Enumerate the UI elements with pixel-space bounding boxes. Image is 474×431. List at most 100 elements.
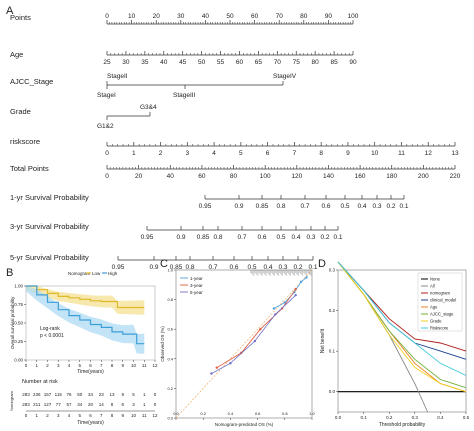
calibration-point bbox=[259, 328, 262, 331]
calibration-y-tick-label: 1.0 bbox=[167, 268, 173, 273]
km-risk-table-value: 283 bbox=[22, 392, 30, 397]
nomogram-tick-label: StageI bbox=[97, 92, 116, 99]
nomogram-tick-label: 0.8 bbox=[213, 234, 222, 241]
calibration-point bbox=[299, 280, 303, 284]
nomogram-tick-label: 220 bbox=[450, 173, 461, 180]
nomogram-tick-label: StageII bbox=[107, 73, 128, 80]
km-legend-title: Nomogram bbox=[68, 271, 91, 276]
nomogram-row-label: Grade bbox=[10, 107, 31, 116]
nomogram-tick-label: 0.9 bbox=[234, 203, 243, 210]
km-risk-table-x-tick-label: 9 bbox=[121, 413, 124, 418]
km-risk-table-value: 6 bbox=[121, 402, 124, 407]
km-risk-table-x-tick-label: 7 bbox=[100, 413, 103, 418]
km-risk-table-value: 57 bbox=[66, 402, 72, 407]
nomogram-row-label: Total Points bbox=[10, 164, 49, 173]
dca-y-tick-label: 0.2 bbox=[329, 308, 336, 313]
km-y-tick-label: 0.75 bbox=[14, 302, 23, 307]
nomogram-tick-label: 100 bbox=[260, 173, 271, 180]
km-risk-table-x-tick-label: 0 bbox=[25, 413, 28, 418]
nomogram-tick-label: 0.2 bbox=[320, 234, 329, 241]
nomogram-tick-label: 0.7 bbox=[300, 203, 309, 210]
nomogram-tick-label: 30 bbox=[122, 59, 130, 66]
nomogram-tick-label: 0 bbox=[105, 150, 109, 157]
nomogram-tick-label: 0.85 bbox=[170, 264, 183, 271]
km-y-axis-label: Overall survival probability bbox=[10, 296, 15, 349]
km-risk-table-value: 76 bbox=[66, 392, 72, 397]
nomogram-tick-label: 85 bbox=[330, 59, 338, 66]
calibration-point bbox=[294, 293, 297, 297]
km-risk-table-value: 127 bbox=[44, 402, 52, 407]
nomogram-tick-label: 0.85 bbox=[197, 234, 210, 241]
km-risk-table-x-tick-label: 1 bbox=[35, 413, 38, 418]
km-risk-table-value: 283 bbox=[22, 402, 30, 407]
km-x-tick-label: 11 bbox=[142, 363, 147, 368]
calibration-point bbox=[253, 339, 257, 343]
dca-y-tick-label: 0.1 bbox=[329, 349, 336, 354]
nomogram-tick-label: 12 bbox=[425, 150, 433, 157]
km-risk-table-value: 9 bbox=[121, 392, 124, 397]
dca-x-tick-label: 0.4 bbox=[437, 415, 444, 420]
nomogram-tick-label: 80 bbox=[312, 59, 320, 66]
km-risk-table-x-tick-label: 11 bbox=[142, 413, 147, 418]
nomogram-tick-label: 0.5 bbox=[276, 234, 285, 241]
nomogram-tick-label: 0.3 bbox=[278, 264, 287, 271]
km-risk-table-value: 157 bbox=[44, 392, 52, 397]
nomogram-tick-label: 160 bbox=[355, 173, 366, 180]
km-risk-table-value: 1 bbox=[143, 402, 146, 407]
nomogram-tick-label: 0.8 bbox=[276, 203, 285, 210]
km-risk-table-value: 8 bbox=[111, 402, 114, 407]
km-x-tick-label: 8 bbox=[111, 363, 114, 368]
km-risk-table-value: 14 bbox=[99, 402, 105, 407]
nomogram-tick-label: 20 bbox=[135, 173, 143, 180]
calibration-x-axis-label: Nomogram-predicted OS (%) bbox=[215, 422, 274, 427]
calibration-point bbox=[229, 362, 232, 365]
km-risk-table-value: 0 bbox=[154, 402, 157, 407]
km-x-tick-label: 2 bbox=[46, 363, 49, 368]
nomogram-tick-label: G3&4 bbox=[140, 104, 157, 111]
calibration-y-tick-label: 0.2 bbox=[167, 386, 173, 391]
nomogram-tick-label: 140 bbox=[323, 173, 334, 180]
calibration-ideal-line bbox=[175, 269, 313, 419]
km-risk-table-value: 77 bbox=[56, 402, 62, 407]
panel-letter-b: B bbox=[6, 267, 13, 279]
calibration-y-tick-label: 0.4 bbox=[167, 356, 173, 361]
km-risk-table-x-tick-label: 10 bbox=[131, 413, 137, 418]
nomogram-tick-label: 0.4 bbox=[291, 234, 300, 241]
calibration-x-tick-label: 1.0 bbox=[309, 411, 315, 416]
nomogram-tick-label: 90 bbox=[349, 59, 357, 66]
nomogram-tick-label: 3 bbox=[185, 150, 189, 157]
km-x-tick-label: 9 bbox=[121, 363, 124, 368]
nomogram-tick-label: 0.5 bbox=[340, 203, 349, 210]
km-risk-table-title: Number at risk bbox=[22, 379, 58, 385]
dca-curve bbox=[337, 261, 467, 376]
nomogram-tick-label: 80 bbox=[300, 13, 308, 20]
km-y-tick-label: 1.00 bbox=[14, 284, 23, 289]
nomogram-tick-label: 40 bbox=[202, 13, 210, 20]
km-risk-table-value: 0 bbox=[154, 392, 157, 397]
km-curve-low bbox=[26, 285, 145, 309]
nomogram-tick-label: 0.7 bbox=[237, 234, 246, 241]
km-x-tick-label: 1 bbox=[35, 363, 38, 368]
km-risk-table-x-tick-label: 6 bbox=[89, 413, 92, 418]
dca-x-tick-label: 0.0 bbox=[335, 415, 342, 420]
nomogram-tick-label: 65 bbox=[255, 59, 263, 66]
nomogram-tick-label: 0.9 bbox=[176, 234, 185, 241]
nomogram-tick-label: 0.6 bbox=[257, 234, 266, 241]
nomogram-tick-label: 50 bbox=[226, 13, 234, 20]
nomogram-tick-label: 60 bbox=[236, 59, 244, 66]
calibration-x-tick-label: 0.2 bbox=[200, 411, 206, 416]
km-risk-table-value: 23 bbox=[99, 392, 105, 397]
calibration-point bbox=[274, 313, 277, 316]
nomogram-tick-label: 60 bbox=[251, 13, 259, 20]
nomogram-row-label: 5-yr Survival Probability bbox=[10, 253, 89, 262]
km-legend-label: Low bbox=[92, 271, 101, 276]
km-risk-table-value: 5 bbox=[132, 392, 135, 397]
nomogram-tick-label: 0.8 bbox=[185, 264, 194, 271]
nomogram-tick-label: 0.4 bbox=[263, 264, 272, 271]
panel-c-calibration: 1-year 3-year 5-year 0.0 0.2 0.4 0.6 0.8 1.0 0.0 0… bbox=[160, 268, 316, 428]
panel-letter-a: A bbox=[6, 5, 14, 17]
nomogram-tick-label: 35 bbox=[141, 59, 149, 66]
nomogram-tick-label: StageIII bbox=[173, 92, 196, 99]
